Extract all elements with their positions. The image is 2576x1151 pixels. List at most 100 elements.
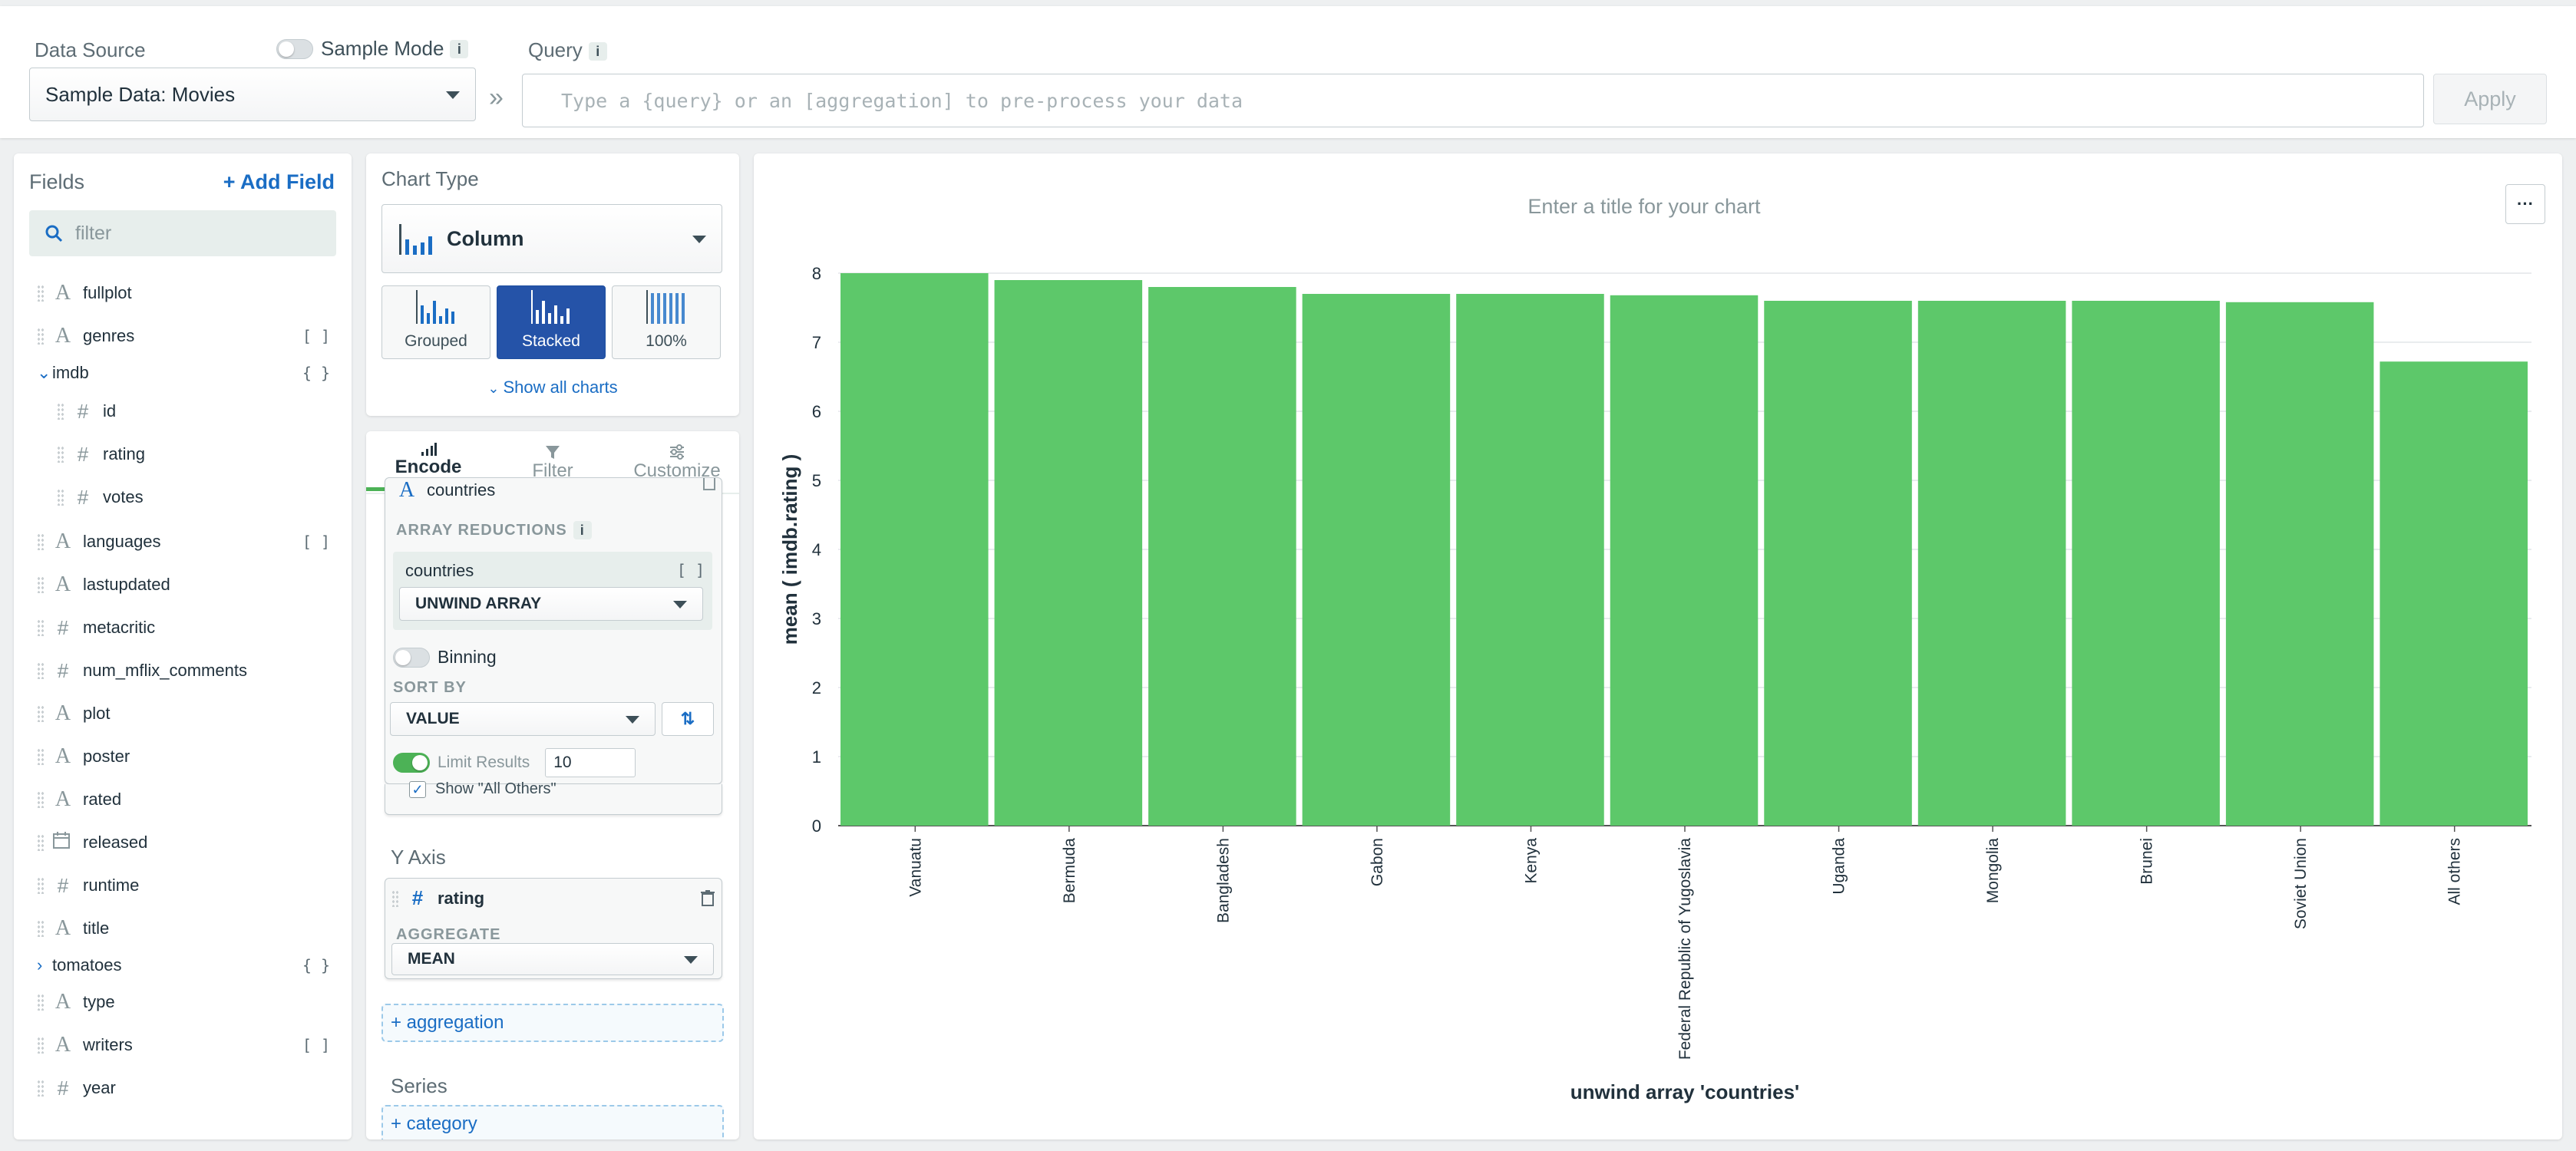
field-tomatoes[interactable]: › tomatoes { } bbox=[37, 950, 330, 981]
x-tick-label: Soviet Union bbox=[2292, 838, 2310, 929]
drag-handle-icon[interactable] bbox=[37, 576, 45, 593]
funnel-icon bbox=[546, 446, 560, 459]
sample-mode[interactable]: Sample Mode i bbox=[276, 37, 469, 61]
query-input[interactable]: Type a {query} or an [aggregation] to pr… bbox=[522, 74, 2424, 127]
variant-stacked-button[interactable]: Stacked bbox=[497, 285, 606, 359]
string-type-icon: A bbox=[54, 916, 71, 940]
checkbox-icon[interactable]: ✓ bbox=[409, 780, 426, 798]
x-tick-label: Bangladesh bbox=[1214, 838, 1232, 923]
drag-handle-icon[interactable] bbox=[37, 662, 45, 679]
drag-handle-icon[interactable] bbox=[37, 285, 45, 302]
drag-handle-icon[interactable] bbox=[37, 1080, 45, 1097]
field-metacritic[interactable]: # metacritic bbox=[37, 612, 329, 643]
add-aggregation-button[interactable]: + aggregation bbox=[381, 1004, 724, 1042]
column-chart-icon bbox=[399, 224, 432, 255]
array-icon: [ ] bbox=[302, 1036, 330, 1054]
field-imdb[interactable]: ⌄ imdb { } bbox=[37, 358, 330, 388]
drag-handle-icon[interactable] bbox=[37, 994, 45, 1011]
x-field-name: countries bbox=[427, 480, 496, 500]
x-tick-label: Brunei bbox=[2138, 838, 2156, 885]
binning-toggle[interactable] bbox=[393, 647, 430, 668]
chart-menu-button[interactable]: ··· bbox=[2505, 184, 2545, 224]
drag-handle-icon[interactable] bbox=[37, 328, 45, 345]
x-tick-label: All others bbox=[2446, 838, 2464, 905]
field-id[interactable]: # id bbox=[57, 396, 348, 427]
bar-bermuda bbox=[994, 280, 1143, 826]
drag-handle-icon[interactable] bbox=[37, 705, 45, 722]
info-icon[interactable]: i bbox=[588, 42, 607, 61]
y-tick-label: 0 bbox=[812, 816, 821, 836]
drag-handle-icon[interactable] bbox=[391, 889, 399, 907]
show-all-charts-link[interactable]: ⌄ Show all charts bbox=[366, 378, 739, 397]
sample-mode-toggle[interactable] bbox=[276, 38, 313, 59]
number-type-icon: # bbox=[57, 1076, 69, 1100]
drag-handle-icon[interactable] bbox=[37, 1037, 45, 1054]
limit-input[interactable]: 10 bbox=[545, 748, 636, 777]
field-runtime[interactable]: # runtime bbox=[37, 870, 329, 901]
apply-button[interactable]: Apply bbox=[2433, 74, 2547, 124]
show-all-others-label: Show "All Others" bbox=[435, 780, 556, 797]
drag-handle-icon[interactable] bbox=[57, 403, 64, 420]
drag-handle-icon[interactable] bbox=[57, 446, 64, 463]
number-type-icon: # bbox=[57, 615, 69, 639]
variant-100-percent-button[interactable]: 100% bbox=[612, 285, 721, 359]
drag-handle-icon[interactable] bbox=[37, 748, 45, 765]
drag-handle-icon[interactable] bbox=[37, 834, 45, 851]
drag-handle-icon[interactable] bbox=[37, 877, 45, 894]
series-label: Series bbox=[391, 1074, 447, 1097]
sort-select[interactable]: VALUE bbox=[390, 702, 656, 736]
data-source-select[interactable]: Sample Data: Movies bbox=[29, 68, 476, 121]
y-field-row[interactable]: # rating bbox=[391, 886, 484, 910]
limit-toggle[interactable] bbox=[393, 753, 430, 773]
x-tick-label: Vanuatu bbox=[907, 838, 924, 897]
chart-type-select[interactable]: Column bbox=[381, 204, 722, 273]
chevron-down-icon[interactable]: ⌄ bbox=[37, 363, 51, 382]
drag-handle-icon[interactable] bbox=[37, 920, 45, 937]
sort-order-button[interactable]: ⇅ bbox=[662, 702, 714, 736]
binning-label: Binning bbox=[438, 647, 497, 667]
trash-icon[interactable] bbox=[703, 478, 715, 490]
field-name: votes bbox=[103, 487, 144, 506]
reduction-select[interactable]: UNWIND ARRAY bbox=[399, 587, 703, 621]
add-field-button[interactable]: + Add Field bbox=[223, 170, 335, 193]
show-all-others-row[interactable]: ✓ Show "All Others" bbox=[409, 780, 556, 798]
field-name: title bbox=[83, 918, 110, 938]
info-icon[interactable]: i bbox=[573, 521, 592, 539]
encode-icon bbox=[421, 443, 437, 456]
fields-filter-input[interactable]: filter bbox=[29, 210, 336, 256]
field-released[interactable]: released bbox=[37, 827, 329, 858]
variant-grouped-button[interactable]: Grouped bbox=[381, 285, 490, 359]
field-year[interactable]: # year bbox=[37, 1073, 329, 1103]
drag-handle-icon[interactable] bbox=[37, 533, 45, 550]
drag-handle-icon[interactable] bbox=[37, 619, 45, 636]
y-tick-label: 6 bbox=[812, 402, 821, 421]
aggregate-select[interactable]: MEAN bbox=[391, 943, 714, 975]
field-rating[interactable]: # rating bbox=[57, 439, 348, 470]
x-field-row[interactable]: A countries bbox=[396, 478, 495, 503]
binning-row[interactable]: Binning bbox=[393, 647, 497, 668]
drag-handle-icon[interactable] bbox=[57, 489, 64, 506]
chevron-right-icon[interactable]: › bbox=[37, 955, 43, 975]
grouped-chart-icon bbox=[414, 290, 457, 328]
trash-icon[interactable] bbox=[700, 889, 715, 906]
column-chart: 0 1 2 3 4 5 6 7 8 Vanuatu Bermuda Bangladesh Gabon Ke… bbox=[778, 264, 2531, 1103]
info-icon[interactable]: i bbox=[450, 39, 469, 58]
drag-handle-icon[interactable] bbox=[37, 791, 45, 808]
y-tick-label: 7 bbox=[812, 333, 821, 352]
field-num_mflix_comments[interactable]: # num_mflix_comments bbox=[37, 655, 329, 686]
add-category-button[interactable]: + category bbox=[381, 1105, 724, 1139]
chart-title-input[interactable]: Enter a title for your chart bbox=[1527, 195, 1761, 218]
number-type-icon: # bbox=[77, 399, 89, 423]
field-votes[interactable]: # votes bbox=[57, 482, 348, 513]
chart-type-panel: Chart Type Column Grouped Stacked 100% ⌄ S… bbox=[366, 153, 739, 416]
